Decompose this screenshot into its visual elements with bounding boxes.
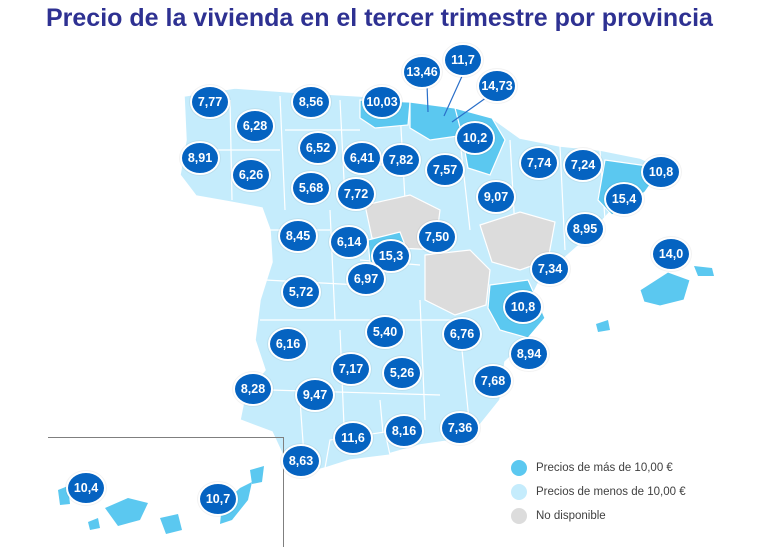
legend-label-below: Precios de menos de 10,00 €	[536, 486, 686, 498]
price-badge-albacete: 6,76	[442, 317, 482, 351]
price-badge-ourense: 6,26	[231, 158, 271, 192]
canary-inset-frame	[48, 437, 284, 547]
price-badge-pontevedra: 8,91	[180, 141, 220, 175]
island-gomera	[88, 518, 100, 530]
legend-label-na: No disponible	[536, 510, 606, 522]
price-badge-alava: 14,73	[477, 69, 517, 103]
price-badge-badajoz: 6,16	[268, 327, 308, 361]
island-lanzarote	[250, 466, 264, 484]
price-badge-barcelona: 15,4	[604, 182, 644, 216]
price-badge-lugo: 6,28	[235, 109, 275, 143]
price-badge-leon: 6,52	[298, 131, 338, 165]
price-badge-asturias: 8,56	[291, 85, 331, 119]
price-badge-navarra: 10,2	[455, 121, 495, 155]
price-badge-almeria: 7,36	[440, 411, 480, 445]
legend-item-above: Precios de más de 10,00 €	[511, 456, 686, 480]
price-badge-huesca: 7,74	[519, 146, 559, 180]
price-badge-bizkaia: 13,46	[402, 55, 442, 89]
price-badge-malaga: 11,6	[333, 421, 373, 455]
price-badge-tarragona: 8,95	[565, 212, 605, 246]
map-title: Precio de la vivienda en el tercer trime…	[46, 4, 713, 32]
price-badge-lleida: 7,24	[563, 148, 603, 182]
na-region-cuenca	[424, 249, 491, 316]
price-badge-girona: 10,8	[641, 155, 681, 189]
legend-item-below: Precios de menos de 10,00 €	[511, 480, 686, 504]
price-badge-santa-cruz-tenerife: 10,4	[66, 471, 106, 505]
price-badge-sevilla: 9,47	[295, 378, 335, 412]
island-gran-canaria	[160, 514, 182, 534]
price-badge-burgos: 7,82	[381, 143, 421, 177]
price-badge-huelva: 8,28	[233, 372, 273, 406]
price-badge-guadalajara: 7,50	[417, 220, 457, 254]
peninsula-shape	[179, 87, 664, 476]
price-badge-baleares: 14,0	[651, 237, 691, 271]
price-badge-a-coruna: 7,77	[190, 85, 230, 119]
legend-swatch-above	[511, 460, 527, 476]
price-badge-cadiz: 8,63	[281, 444, 321, 478]
price-badge-valencia: 10,8	[503, 290, 543, 324]
price-badge-la-rioja: 7,57	[425, 153, 465, 187]
island-menorca	[694, 266, 714, 276]
price-badge-zamora: 5,68	[291, 171, 331, 205]
price-badge-caceres: 5,72	[281, 275, 321, 309]
price-badge-cantabria: 10,03	[362, 85, 402, 119]
price-badge-ciudad-real: 5,40	[365, 315, 405, 349]
legend: Precios de más de 10,00 € Precios de men…	[511, 456, 686, 528]
price-badge-alicante: 8,94	[509, 337, 549, 371]
price-badge-gipuzkoa: 11,7	[443, 43, 483, 77]
price-badge-madrid: 15,3	[371, 239, 411, 273]
legend-label-above: Precios de más de 10,00 €	[536, 462, 673, 474]
legend-item-na: No disponible	[511, 504, 686, 528]
region-baleares	[639, 271, 691, 307]
price-badge-granada: 8,16	[384, 414, 424, 448]
price-badge-salamanca: 8,45	[278, 219, 318, 253]
price-badge-cordoba: 7,17	[331, 352, 371, 386]
price-badge-las-palmas: 10,7	[198, 482, 238, 516]
legend-swatch-na	[511, 508, 527, 524]
price-badge-zaragoza: 9,07	[476, 180, 516, 214]
legend-swatch-below	[511, 484, 527, 500]
price-badge-avila: 6,14	[329, 225, 369, 259]
price-badge-castellon: 7,34	[530, 252, 570, 286]
price-badge-valladolid: 7,72	[336, 177, 376, 211]
price-badge-jaen: 5,26	[382, 356, 422, 390]
island-ibiza	[596, 320, 610, 332]
price-badge-murcia: 7,68	[473, 364, 513, 398]
price-badge-toledo: 6,97	[346, 262, 386, 296]
island-tenerife	[105, 498, 148, 526]
price-badge-palencia: 6,41	[342, 141, 382, 175]
